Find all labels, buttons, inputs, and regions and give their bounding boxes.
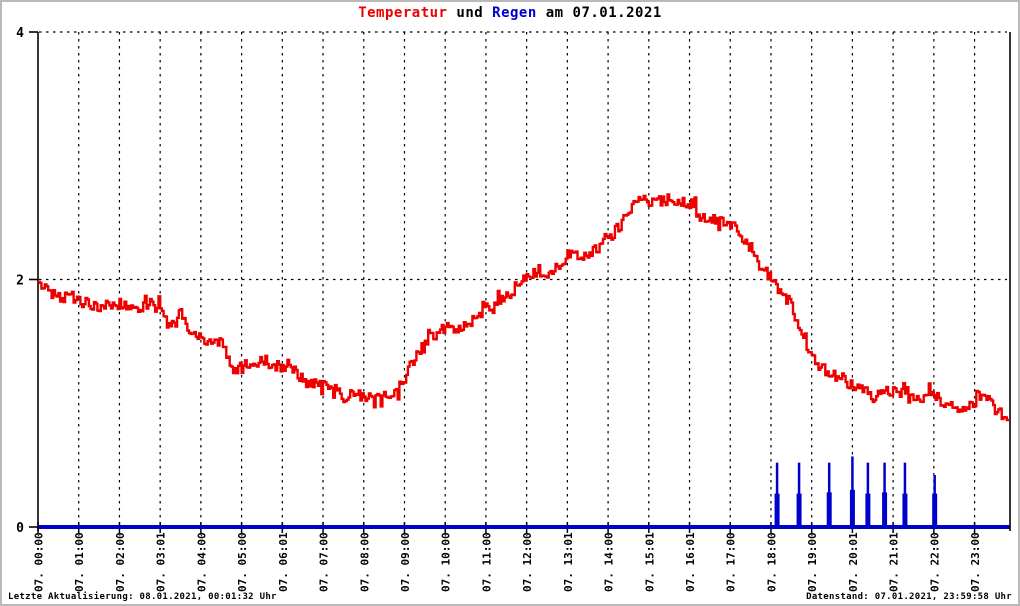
x-axis-tick-label: 07. 03:01	[155, 532, 168, 592]
x-axis-tick-label: 07. 17:00	[725, 532, 738, 592]
title-und-text: und	[447, 5, 493, 21]
x-axis-tick-label: 07. 19:00	[806, 532, 819, 592]
title-date-text: am 07.01.2021	[536, 5, 662, 21]
x-axis-tick-label: 07. 18:00	[765, 532, 778, 592]
x-axis-tick-label: 07. 09:00	[399, 532, 412, 592]
x-axis-tick-label: 07. 22:00	[928, 532, 941, 592]
rain-bar-peak	[827, 462, 831, 527]
y-axis-tick-label: 0	[16, 521, 24, 536]
chart-title: Temperatur und Regen am 07.01.2021	[0, 5, 1020, 21]
x-axis-tick-label: 07. 10:00	[440, 532, 453, 592]
title-rain-label: Regen	[492, 5, 537, 21]
x-axis-tick-label: 07. 13:01	[562, 532, 575, 592]
x-axis-tick-label: 07. 20:01	[847, 532, 860, 592]
last-update-text: Letzte Aktualisierung: 08.01.2021, 00:01…	[8, 592, 277, 602]
rain-bar-peak	[903, 462, 907, 527]
x-axis-tick-label: 07. 16:01	[684, 532, 697, 592]
title-temperature-label: Temperatur	[358, 5, 448, 21]
x-axis-tick-label: 07. 06:01	[277, 532, 290, 592]
rain-bar-peak	[933, 475, 936, 527]
x-axis-tick-label: 07. 02:00	[114, 532, 127, 592]
x-axis-tick-label: 07. 07:00	[318, 532, 331, 592]
x-axis-tick-label: 07. 11:00	[480, 532, 493, 592]
data-timestamp-text: Datenstand: 07.01.2021, 23:59:58 Uhr	[806, 592, 1012, 602]
y-axis-tick-label: 4	[16, 26, 24, 41]
temperature-line	[38, 193, 1010, 422]
x-axis-tick-label: 07. 14:00	[603, 532, 616, 592]
x-axis-tick-label: 07. 05:00	[236, 532, 249, 592]
x-axis-tick-label: 07. 00:00	[33, 532, 46, 592]
x-axis-tick-label: 07. 12:00	[521, 532, 534, 592]
rain-bar-peak	[883, 462, 886, 527]
rain-bar-peak	[851, 456, 854, 527]
x-axis-tick-label: 07. 15:01	[643, 532, 656, 592]
y-axis-tick-label: 2	[16, 274, 24, 289]
x-axis-tick-label: 07. 01:00	[73, 532, 86, 592]
rain-baseline	[38, 525, 1010, 529]
rain-bar-peak	[866, 462, 870, 527]
rain-bar-peak	[797, 462, 801, 527]
x-axis-tick-label: 07. 21:01	[888, 532, 901, 592]
rain-bar-peak	[775, 462, 779, 527]
x-axis-tick-label: 07. 23:00	[969, 532, 982, 592]
x-axis-tick-label: 07. 08:00	[358, 532, 371, 592]
x-axis-tick-label: 07. 04:00	[195, 532, 208, 592]
